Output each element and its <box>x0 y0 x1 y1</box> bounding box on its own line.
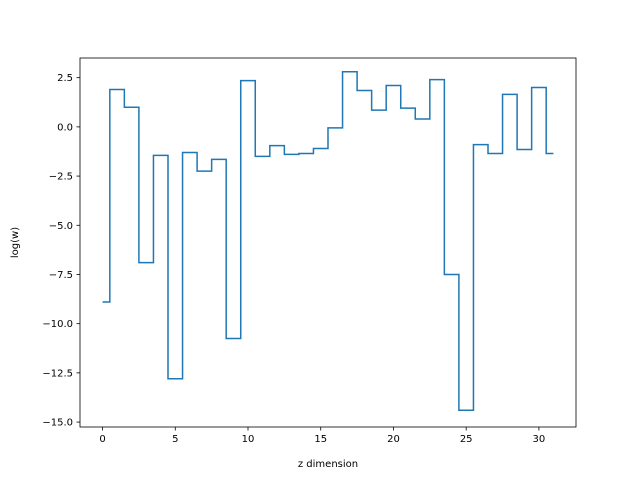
x-tick-label: 15 <box>314 434 327 445</box>
axes-frame <box>79 57 577 428</box>
x-tick-label: 25 <box>460 434 473 445</box>
y-tick-label: −7.5 <box>49 270 73 281</box>
y-tick-label: −5.0 <box>49 221 73 232</box>
plot-area <box>102 71 554 412</box>
y-tick-label: 2.5 <box>57 73 73 84</box>
y-tick-label: −12.5 <box>42 368 73 379</box>
y-tick-label: 0.0 <box>57 122 73 133</box>
series-line <box>102 71 554 412</box>
x-tick-label: 5 <box>172 434 178 445</box>
x-axis-label: z dimension <box>298 459 358 470</box>
y-axis-label: log(w) <box>10 227 21 258</box>
y-tick-label: −10.0 <box>42 319 73 330</box>
x-tick-label: 30 <box>533 434 546 445</box>
y-axis-ticks: 2.5 0.0 −2.5 −5.0 −7.5 −10.0 −12.5 −15.0 <box>42 73 80 429</box>
y-tick-label: −15.0 <box>42 418 73 429</box>
y-tick-label: −2.5 <box>49 172 73 183</box>
x-tick-label: 20 <box>387 434 400 445</box>
x-tick-label: 0 <box>99 434 105 445</box>
x-axis-ticks: 0 5 10 15 20 25 30 <box>99 427 545 445</box>
x-tick-label: 10 <box>242 434 255 445</box>
